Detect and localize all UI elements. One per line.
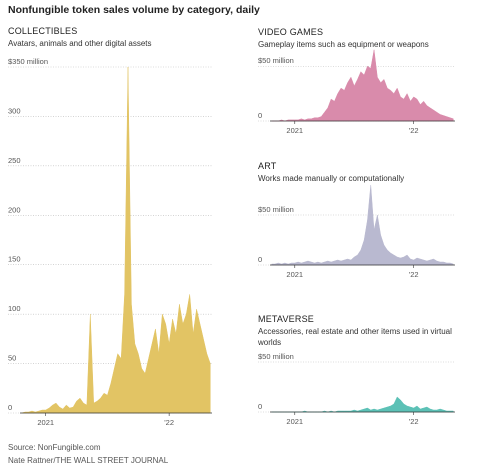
y-tick-label: 250 [8, 156, 21, 165]
source: Source: NonFungible.com [8, 443, 101, 452]
panel-subtitle: Accessories, real estate and other items… [258, 327, 452, 347]
panel-title: VIDEO GAMES [258, 27, 324, 37]
y-tick-label: 150 [8, 255, 21, 264]
x-tick-label: '22 [164, 418, 174, 427]
x-tick-label: 2021 [286, 126, 303, 135]
x-tick-label: '22 [409, 417, 419, 426]
y-tick-label: 0 [258, 402, 262, 411]
y-tick-label: $350 million [8, 57, 48, 66]
panel-title: COLLECTIBLES [8, 26, 78, 36]
page-title: Nonfungible token sales volume by catego… [8, 4, 260, 16]
x-tick-label: '22 [409, 270, 419, 279]
y-tick-label: 200 [8, 205, 21, 214]
credit: Nate Rattner/THE WALL STREET JOURNAL [8, 456, 169, 465]
panel-subtitle: Gameplay items such as equipment or weap… [258, 40, 429, 49]
charts: 0 50 100 150 200 250 300 $350 million 2021 '22 0 $5… [8, 49, 455, 427]
panel-title: ART [258, 161, 277, 171]
area [21, 66, 211, 414]
y-tick-label: $50 million [258, 352, 294, 361]
panel-subtitle: Works made manually or computationally [258, 174, 405, 183]
y-tick-label: 50 [8, 354, 16, 363]
y-tick-label: 0 [8, 403, 12, 412]
x-tick-label: '22 [409, 126, 419, 135]
y-tick-label: 0 [258, 255, 262, 264]
y-tick-label: 300 [8, 106, 21, 115]
panel-title: METAVERSE [258, 314, 314, 324]
area [271, 184, 454, 266]
y-tick-label: $50 million [258, 56, 294, 65]
x-tick-label: 2021 [37, 418, 54, 427]
y-tick-label: 100 [8, 304, 21, 313]
area [271, 396, 454, 413]
y-tick-label: $50 million [258, 205, 294, 214]
y-tick-label: 0 [258, 111, 262, 120]
area [271, 49, 454, 122]
x-tick-label: 2021 [286, 417, 303, 426]
panel-subtitle: Avatars, animals and other digital asset… [8, 39, 152, 48]
x-tick-label: 2021 [286, 270, 303, 279]
